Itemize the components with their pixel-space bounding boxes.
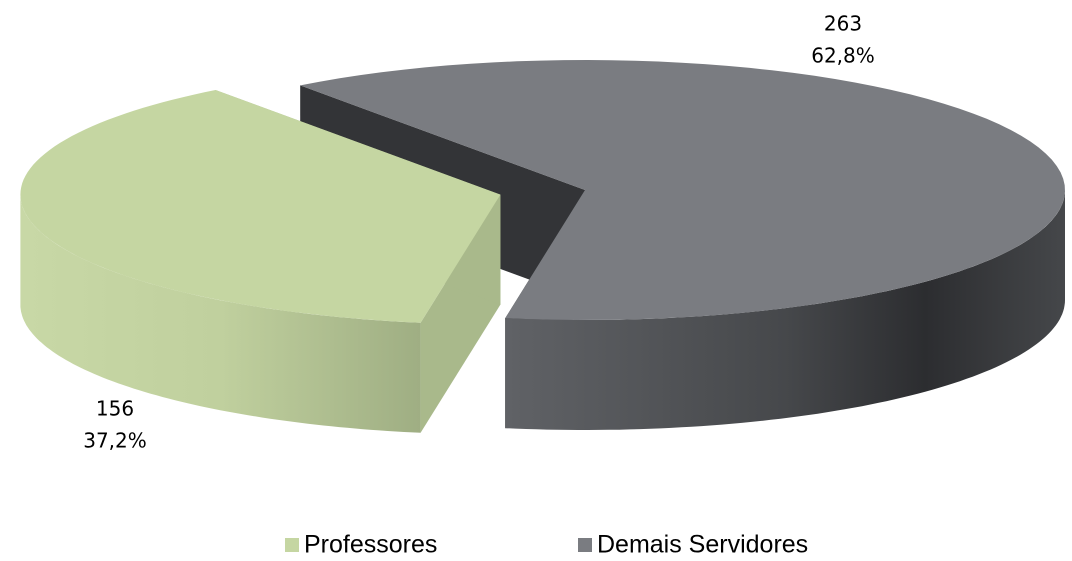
data-label-percent: 37,2%: [83, 429, 147, 453]
legend-label: Demais Servidores: [597, 531, 808, 557]
data-label: 156: [96, 397, 134, 421]
data-label: 263: [824, 12, 862, 36]
data-label-percent: 62,8%: [811, 44, 875, 68]
slice-wall: [20, 194, 421, 433]
legend-swatch: [285, 538, 299, 552]
slice-wall: [505, 190, 1065, 430]
legend-swatch: [578, 538, 592, 552]
slice: [300, 60, 1065, 320]
slice: [20, 90, 501, 323]
legend-label: Professores: [304, 531, 437, 557]
